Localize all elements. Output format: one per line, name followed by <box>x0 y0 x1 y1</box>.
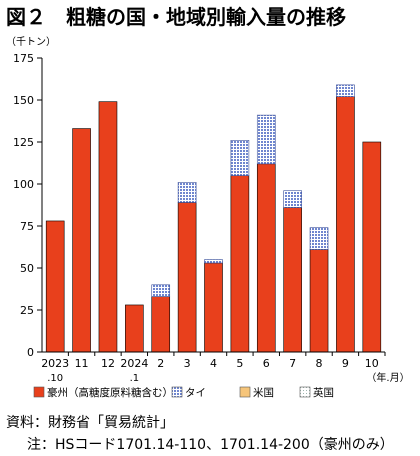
y-tick-label: 150 <box>13 94 34 107</box>
y-axis: 0 25 50 75 100 125 150 175 <box>13 52 43 359</box>
x-tick-label: 4 <box>210 357 217 370</box>
y-tick-label: 25 <box>20 304 34 317</box>
legend-swatch <box>33 386 45 398</box>
y-tick-label: 175 <box>13 52 34 65</box>
x-tick-sublabel: .10 <box>47 373 63 384</box>
legend-label: 豪州（高糖度原料糖含む） <box>47 386 173 399</box>
x-tick-label: 2023 <box>41 357 69 370</box>
chart: 図２ 粗糖の国・地域別輸入量の推移 （千トン） （年.月） 0255075100… <box>6 5 410 399</box>
bar-segment-thai <box>309 227 329 250</box>
legend-label: 英国 <box>313 386 334 399</box>
bar-segment-australia <box>125 304 144 353</box>
x-tick-label: 9 <box>342 357 349 370</box>
x-tick-label: 6 <box>263 357 270 370</box>
y-tick-label: 125 <box>13 136 34 149</box>
y-unit-label: （千トン） <box>6 36 56 48</box>
x-tick-sublabel: .1 <box>130 373 140 384</box>
y-tick-label: 50 <box>20 262 34 275</box>
bar-segment-australia <box>283 207 302 353</box>
x-axis: 2023 .10 11 12 2024 .1 2 3 4 5 6 7 8 9 10 <box>41 351 386 384</box>
footnote: 注：HSコード1701.14-110、1701.14-200（豪州のみ） <box>27 437 394 453</box>
bar-segment-australia <box>98 101 118 353</box>
bar-segment-australia <box>362 141 382 353</box>
x-tick-label: 7 <box>289 357 296 370</box>
bars <box>45 84 382 353</box>
bar-segment-australia <box>256 163 276 353</box>
bar-segment-thai <box>204 259 223 264</box>
bar-segment-thai <box>230 140 250 176</box>
legend-label: 米国 <box>253 386 274 399</box>
x-unit-label: （年.月） <box>366 371 409 384</box>
bar-segment-australia <box>151 296 171 353</box>
x-tick-label: 8 <box>316 357 323 370</box>
bar-segment-australia <box>230 175 250 353</box>
bar-segment-australia <box>336 96 355 353</box>
bar-segment-thai <box>283 190 302 208</box>
bar-segment-thai <box>151 284 171 297</box>
bar-segment-australia <box>309 249 329 353</box>
legend-swatch <box>171 386 183 398</box>
x-tick-label: 12 <box>101 357 115 370</box>
bar-segment-australia <box>177 202 197 353</box>
source-note: 資料：財務省「貿易統計」 <box>6 415 174 431</box>
bar-segment-australia <box>204 262 223 353</box>
bar-segment-australia <box>45 220 65 353</box>
x-tick-label: 2024 <box>120 357 148 370</box>
legend-swatch <box>239 386 251 398</box>
x-tick-label: 11 <box>75 357 89 370</box>
bar-segment-thai <box>336 84 355 97</box>
x-tick-label: 2 <box>157 357 164 370</box>
y-tick-label: 100 <box>13 178 34 191</box>
bar-segment-australia <box>72 128 91 353</box>
y-tick-label: 0 <box>27 346 34 359</box>
bar-segment-thai <box>177 182 197 203</box>
x-tick-label: 10 <box>365 357 379 370</box>
legend: 豪州（高糖度原料糖含む） タイ 米国 英国 <box>33 386 334 399</box>
chart-title: 図２ 粗糖の国・地域別輸入量の推移 <box>6 5 346 29</box>
x-tick-label: 5 <box>236 357 243 370</box>
y-tick-label: 75 <box>20 220 34 233</box>
legend-label: タイ <box>185 387 206 399</box>
bar-segment-thai <box>256 114 276 165</box>
x-tick-label: 3 <box>184 357 191 370</box>
legend-swatch <box>299 386 311 398</box>
